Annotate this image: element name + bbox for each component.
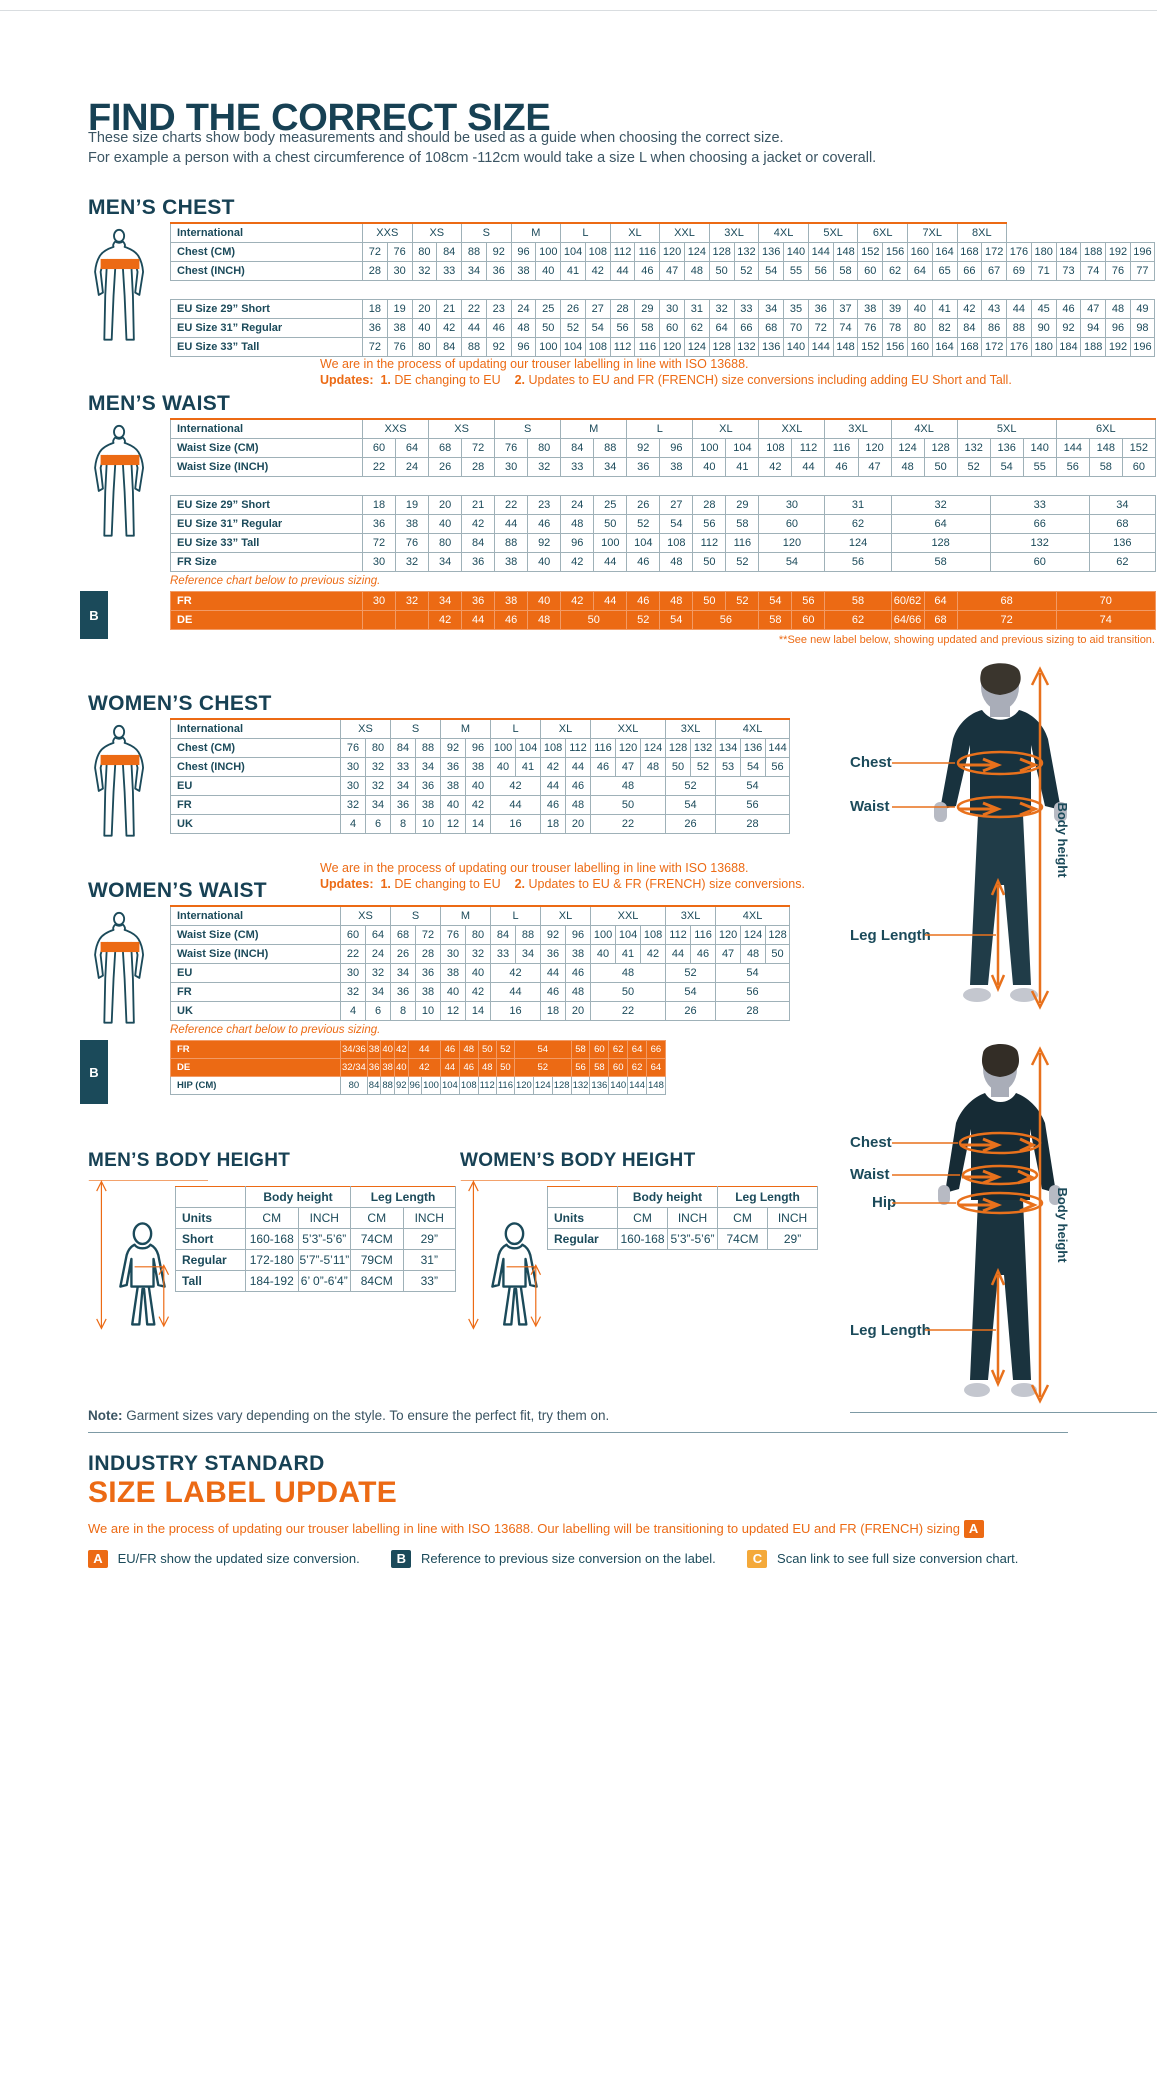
svg-text:Leg Length: Leg Length (850, 1322, 931, 1339)
svg-text:Chest: Chest (850, 1134, 892, 1151)
svg-text:Body height: Body height (1055, 1187, 1070, 1263)
svg-text:Leg Length: Leg Length (850, 927, 931, 944)
svg-text:Waist: Waist (850, 798, 889, 815)
svg-text:Chest: Chest (850, 754, 892, 771)
svg-text:Body height: Body height (1055, 802, 1070, 878)
svg-text:Waist: Waist (850, 1166, 889, 1183)
